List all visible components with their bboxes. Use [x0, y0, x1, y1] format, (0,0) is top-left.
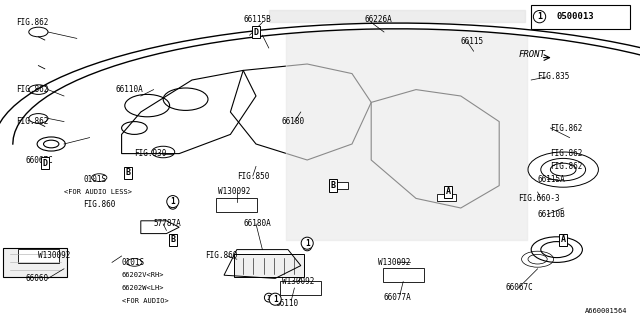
Text: W130092: W130092 [282, 277, 314, 286]
Text: A660001564: A660001564 [585, 308, 627, 314]
Text: 66115: 66115 [461, 37, 484, 46]
FancyBboxPatch shape [280, 281, 321, 295]
Text: FIG.930: FIG.930 [134, 149, 167, 158]
FancyBboxPatch shape [216, 198, 257, 212]
Text: 1: 1 [170, 197, 175, 206]
Text: 66110B: 66110B [538, 210, 565, 219]
Text: 66180A: 66180A [243, 220, 271, 228]
Text: 0101S: 0101S [83, 175, 106, 184]
Text: 66202W<LH>: 66202W<LH> [122, 285, 164, 291]
FancyBboxPatch shape [383, 268, 424, 282]
Text: FIG.850: FIG.850 [237, 172, 269, 180]
Text: 66110: 66110 [275, 300, 298, 308]
Text: 1: 1 [305, 239, 310, 248]
FancyBboxPatch shape [3, 248, 67, 277]
Text: FIG.862: FIG.862 [550, 149, 583, 158]
Text: FIG.860: FIG.860 [83, 200, 116, 209]
FancyBboxPatch shape [18, 249, 59, 263]
Text: W130092: W130092 [378, 258, 410, 267]
Text: FIG.862: FIG.862 [550, 124, 583, 132]
FancyBboxPatch shape [437, 194, 456, 201]
Text: FIG.862: FIG.862 [16, 85, 49, 94]
Text: 66115A: 66115A [538, 175, 565, 184]
Text: 66077A: 66077A [384, 293, 412, 302]
Text: FIG.660-3: FIG.660-3 [518, 194, 560, 203]
Text: 66067C: 66067C [26, 156, 53, 164]
Text: FIG.835: FIG.835 [538, 72, 570, 81]
Text: 1: 1 [267, 295, 271, 300]
Text: 66226A: 66226A [365, 15, 392, 24]
Text: 1: 1 [273, 295, 278, 304]
Text: B: B [330, 181, 335, 190]
Text: 66060: 66060 [26, 274, 49, 283]
Text: W130092: W130092 [218, 188, 250, 196]
Text: <FOR AUDIO LESS>: <FOR AUDIO LESS> [64, 189, 132, 195]
Text: 66180: 66180 [282, 117, 305, 126]
Text: <FOR AUDIO>: <FOR AUDIO> [122, 298, 168, 304]
Text: FIG.862: FIG.862 [550, 162, 583, 171]
Text: 1: 1 [305, 244, 309, 249]
FancyBboxPatch shape [234, 254, 304, 277]
Text: A: A [561, 236, 566, 244]
Text: D: D [42, 159, 47, 168]
Text: FIG.862: FIG.862 [16, 18, 49, 27]
Text: 66202V<RH>: 66202V<RH> [122, 272, 164, 278]
Text: 1: 1 [171, 202, 175, 208]
Text: 1: 1 [537, 12, 542, 21]
Text: 66067C: 66067C [506, 284, 533, 292]
Text: 66110A: 66110A [115, 85, 143, 94]
Text: 57787A: 57787A [154, 220, 181, 228]
Text: 0500013: 0500013 [557, 12, 595, 21]
Text: 0101S: 0101S [122, 258, 145, 267]
Text: FIG.860: FIG.860 [205, 252, 237, 260]
Text: FRONT: FRONT [518, 50, 545, 59]
Text: D: D [253, 28, 259, 36]
FancyBboxPatch shape [330, 182, 348, 189]
Text: A: A [445, 188, 451, 196]
Text: W130092: W130092 [38, 252, 71, 260]
Text: 66115B: 66115B [243, 15, 271, 24]
Text: B: B [125, 168, 131, 177]
Text: FIG.862: FIG.862 [16, 117, 49, 126]
Text: B: B [170, 236, 175, 244]
FancyBboxPatch shape [531, 5, 630, 29]
